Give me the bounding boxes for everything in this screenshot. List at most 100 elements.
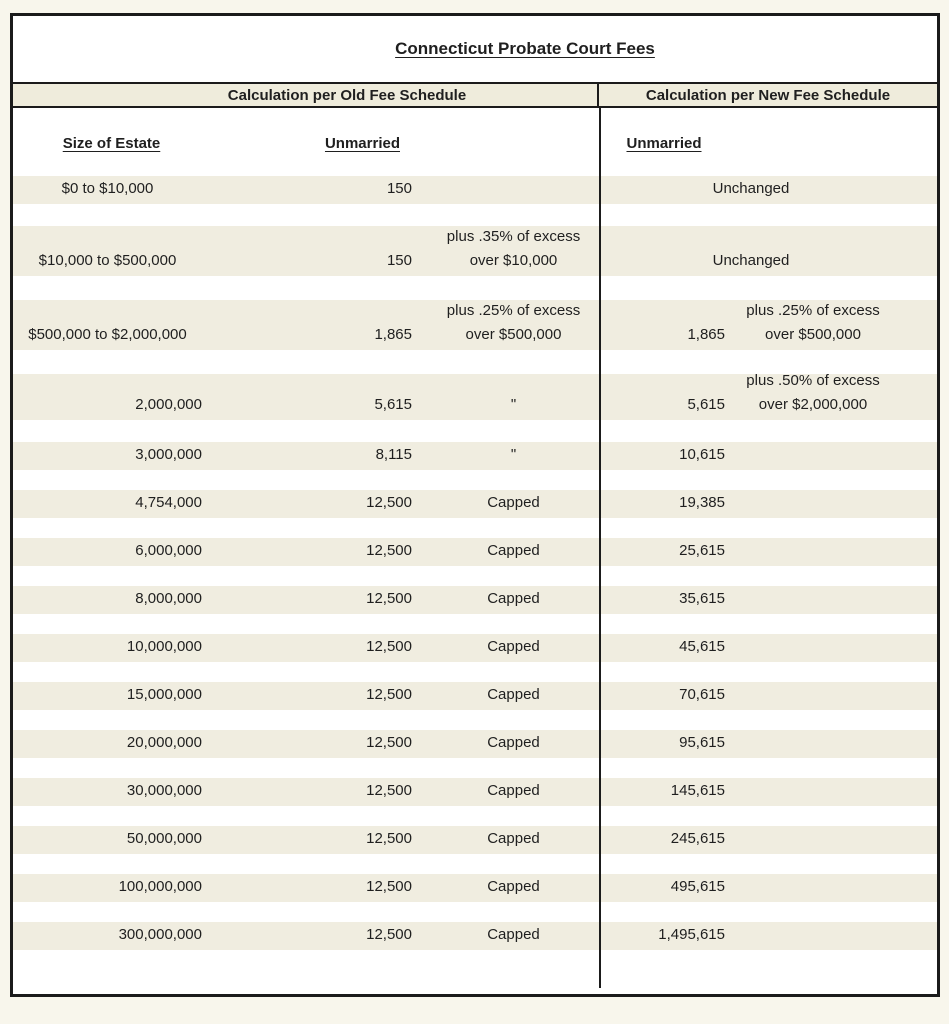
page-title: Connecticut Probate Court Fees bbox=[395, 39, 655, 58]
old-fee-cell: 1,865 bbox=[374, 326, 412, 343]
old-note-cell: Capped bbox=[487, 878, 540, 895]
new-fee-cell: 5,615 bbox=[687, 396, 725, 413]
new-note-cell bbox=[725, 851, 933, 854]
size-cell: $0 to $10,000 bbox=[61, 180, 154, 197]
table-row: 4,754,000 12,500 Capped 19,385 bbox=[13, 490, 937, 518]
new-fee-cell: 45,615 bbox=[679, 638, 725, 655]
old-fee-cell: 12,500 bbox=[366, 686, 412, 703]
new-merged-cell: Unchanged bbox=[712, 252, 790, 269]
size-of-estate-header: Size of Estate bbox=[62, 134, 161, 152]
old-note-cell: Capped bbox=[487, 782, 540, 799]
table-row: $0 to $10,000 150 Unchanged bbox=[13, 176, 937, 204]
size-cell: 50,000,000 bbox=[126, 830, 202, 847]
old-fee-cell: 12,500 bbox=[366, 926, 412, 943]
old-schedule-header: Calculation per Old Fee Schedule bbox=[13, 84, 599, 106]
old-fee-cell: 12,500 bbox=[366, 878, 412, 895]
size-cell: 3,000,000 bbox=[135, 446, 202, 463]
old-note-cell: plus .25% of excess over $500,000 bbox=[446, 302, 581, 343]
old-note-cell: Capped bbox=[487, 926, 540, 943]
new-note-cell bbox=[725, 515, 933, 518]
table-row: $10,000 to $500,000 150 plus .35% of exc… bbox=[13, 226, 937, 276]
size-cell: 2,000,000 bbox=[135, 396, 202, 413]
new-schedule-header: Calculation per New Fee Schedule bbox=[645, 86, 891, 104]
new-note-cell bbox=[725, 707, 933, 710]
new-fee-cell: 1,495,615 bbox=[658, 926, 725, 943]
old-fee-cell: 150 bbox=[386, 252, 412, 269]
new-note-cell bbox=[725, 467, 933, 470]
old-fee-cell: 12,500 bbox=[366, 590, 412, 607]
table-row: 20,000,000 12,500 Capped 95,615 bbox=[13, 730, 937, 758]
new-note-cell bbox=[725, 755, 933, 758]
new-merged-cell: Unchanged bbox=[712, 180, 790, 197]
old-note-cell: Capped bbox=[487, 830, 540, 847]
size-cell: 15,000,000 bbox=[126, 686, 202, 703]
column-header-row: Size of Estate Unmarried Unmarried bbox=[13, 108, 937, 170]
new-unmarried-header: Unmarried bbox=[626, 134, 702, 152]
table-row: 300,000,000 12,500 Capped 1,495,615 bbox=[13, 922, 937, 950]
fee-table: Connecticut Probate Court Fees Calculati… bbox=[10, 13, 940, 997]
old-note-cell: Capped bbox=[487, 638, 540, 655]
table-row: 10,000,000 12,500 Capped 45,615 bbox=[13, 634, 937, 662]
table-row: 15,000,000 12,500 Capped 70,615 bbox=[13, 682, 937, 710]
old-fee-cell: 12,500 bbox=[366, 830, 412, 847]
size-cell: 20,000,000 bbox=[126, 734, 202, 751]
pane-divider bbox=[599, 108, 601, 988]
old-fee-cell: 5,615 bbox=[374, 396, 412, 413]
old-fee-cell: 12,500 bbox=[366, 494, 412, 511]
old-fee-cell: 12,500 bbox=[366, 782, 412, 799]
schedule-header-band: Calculation per Old Fee Schedule Calcula… bbox=[13, 84, 937, 108]
old-note-cell: Capped bbox=[487, 542, 540, 559]
table-row: 6,000,000 12,500 Capped 25,615 bbox=[13, 538, 937, 566]
new-note-cell bbox=[725, 611, 933, 614]
new-note-cell bbox=[725, 659, 933, 662]
new-fee-cell: 145,615 bbox=[670, 782, 725, 799]
old-fee-cell: 12,500 bbox=[366, 734, 412, 751]
old-note-cell: " bbox=[510, 396, 517, 413]
old-note-cell: Capped bbox=[487, 590, 540, 607]
new-note-cell bbox=[725, 899, 933, 902]
table-row: 2,000,000 5,615 " 5,615 plus .50% of exc… bbox=[13, 372, 937, 420]
new-fee-cell: 19,385 bbox=[679, 494, 725, 511]
size-cell: $10,000 to $500,000 bbox=[38, 252, 177, 269]
new-note-cell: plus .50% of excess over $2,000,000 bbox=[746, 372, 880, 413]
new-note-cell bbox=[725, 563, 933, 566]
old-fee-cell: 12,500 bbox=[366, 542, 412, 559]
old-note-cell: Capped bbox=[487, 686, 540, 703]
new-note-cell bbox=[725, 803, 933, 806]
new-fee-cell: 1,865 bbox=[687, 326, 725, 343]
table-row: 100,000,000 12,500 Capped 495,615 bbox=[13, 874, 937, 902]
table-row: 3,000,000 8,115 " 10,615 bbox=[13, 442, 937, 470]
size-cell: 100,000,000 bbox=[118, 878, 202, 895]
new-note-cell: plus .25% of excess over $500,000 bbox=[746, 302, 880, 343]
size-cell: 30,000,000 bbox=[126, 782, 202, 799]
table-row: 30,000,000 12,500 Capped 145,615 bbox=[13, 778, 937, 806]
new-fee-cell: 10,615 bbox=[679, 446, 725, 463]
old-note-cell: " bbox=[510, 446, 517, 463]
new-fee-cell: 95,615 bbox=[679, 734, 725, 751]
size-cell: 300,000,000 bbox=[118, 926, 202, 943]
new-fee-cell: 495,615 bbox=[670, 878, 725, 895]
old-note-cell bbox=[412, 201, 599, 204]
table-row: $500,000 to $2,000,000 1,865 plus .25% o… bbox=[13, 300, 937, 350]
size-cell: 6,000,000 bbox=[135, 542, 202, 559]
old-fee-cell: 150 bbox=[386, 180, 412, 197]
table-rows: $0 to $10,000 150 Unchanged $10,000 to $… bbox=[13, 170, 937, 950]
table-body: Size of Estate Unmarried Unmarried $0 to… bbox=[13, 108, 937, 988]
old-fee-cell: 8,115 bbox=[375, 446, 412, 463]
size-cell: $500,000 to $2,000,000 bbox=[28, 326, 187, 343]
table-row: 50,000,000 12,500 Capped 245,615 bbox=[13, 826, 937, 854]
old-unmarried-header: Unmarried bbox=[324, 134, 400, 152]
old-fee-cell: 12,500 bbox=[366, 638, 412, 655]
size-cell: 8,000,000 bbox=[135, 590, 202, 607]
new-note-cell bbox=[725, 947, 933, 950]
old-note-cell: Capped bbox=[487, 494, 540, 511]
old-note-cell: Capped bbox=[487, 734, 540, 751]
size-cell: 10,000,000 bbox=[126, 638, 202, 655]
old-note-cell: plus .35% of excess over $10,000 bbox=[446, 228, 581, 269]
table-row: 8,000,000 12,500 Capped 35,615 bbox=[13, 586, 937, 614]
table-title-row: Connecticut Probate Court Fees bbox=[13, 16, 937, 84]
new-fee-cell: 245,615 bbox=[670, 830, 725, 847]
new-fee-cell: 35,615 bbox=[679, 590, 725, 607]
new-fee-cell: 25,615 bbox=[679, 542, 725, 559]
